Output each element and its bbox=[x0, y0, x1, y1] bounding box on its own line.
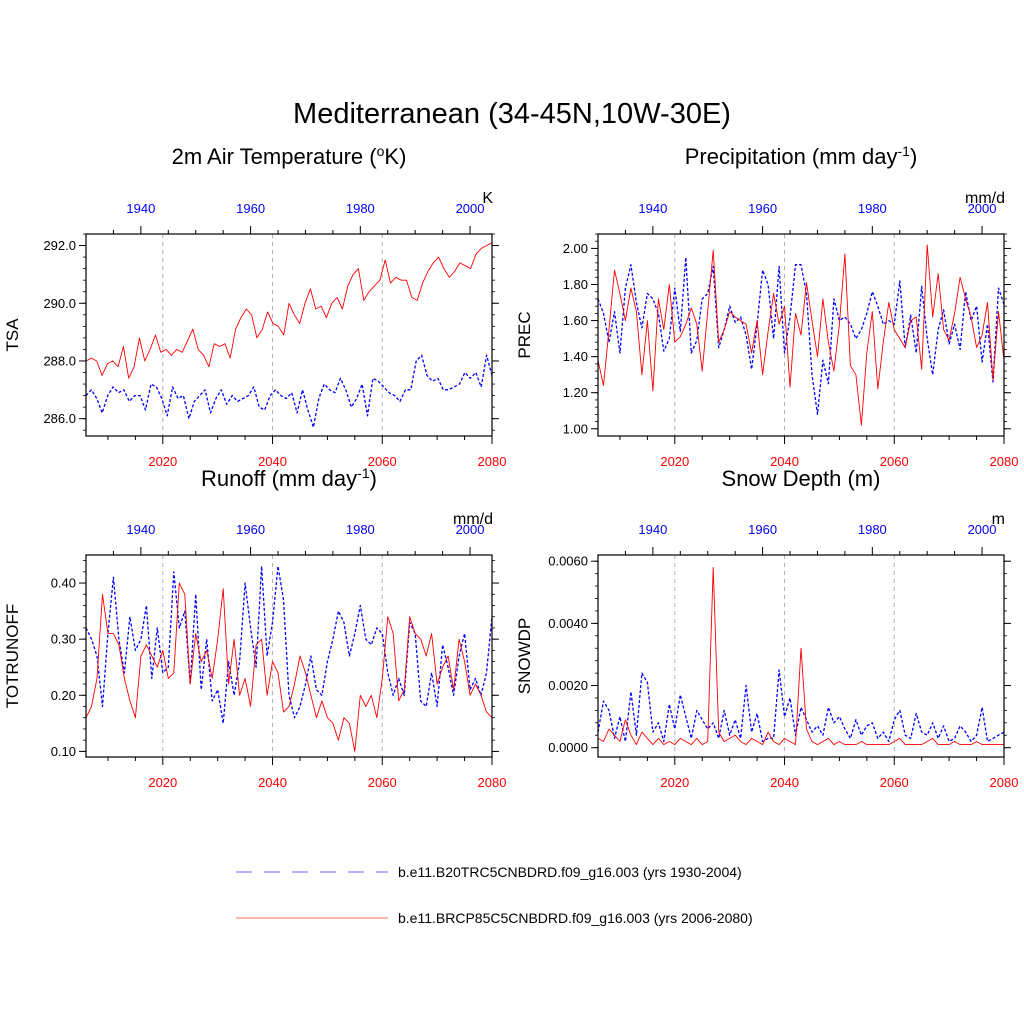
chart-runoff: Runoff (mm day-1) 0.10 0.20 0.30 0.40 TOTRUNO… bbox=[3, 465, 506, 790]
y-axis-label-snow-depth: SNOWDP bbox=[515, 618, 534, 695]
legend-entry-future: b.e11.BRCP85C5CNBDRD.f09_g16.003 (yrs 20… bbox=[230, 908, 930, 932]
x-tick-label-top-runoff: 1940 bbox=[126, 522, 155, 537]
y-tick-label-precipitation: 1.40 bbox=[563, 349, 588, 364]
x-tick-label-bottom-precipitation: 2040 bbox=[770, 454, 799, 469]
x-tick-label-top-precipitation: 1940 bbox=[638, 201, 667, 216]
y-tick-label-runoff: 0.40 bbox=[51, 576, 76, 591]
y-axis-label-temperature: TSA bbox=[3, 318, 22, 352]
units-label-temperature: K bbox=[482, 190, 493, 207]
legend-label-historical: b.e11.B20TRC5CNBDRD.f09_g16.003 (yrs 193… bbox=[398, 864, 742, 880]
x-tick-label-bottom-precipitation: 2020 bbox=[660, 454, 689, 469]
y-tick-label-runoff: 0.20 bbox=[51, 688, 76, 703]
legend-line-dashed-blue bbox=[236, 871, 388, 873]
x-tick-label-bottom-runoff: 2060 bbox=[368, 775, 397, 790]
x-tick-label-top-runoff: 1960 bbox=[236, 522, 265, 537]
x-tick-label-bottom-snow-depth: 2040 bbox=[770, 775, 799, 790]
chart-title-temperature: 2m Air Temperature (oK) bbox=[172, 143, 407, 169]
x-tick-label-top-snow-depth: 1940 bbox=[638, 522, 667, 537]
x-tick-label-top-precipitation: 1960 bbox=[748, 201, 777, 216]
x-tick-label-top-runoff: 1980 bbox=[346, 522, 375, 537]
x-tick-label-bottom-snow-depth: 2080 bbox=[990, 775, 1019, 790]
y-tick-label-temperature: 286.0 bbox=[43, 411, 76, 426]
x-tick-label-bottom-temperature: 2040 bbox=[258, 454, 287, 469]
y-tick-label-snow-depth: 0.0040 bbox=[548, 616, 588, 631]
x-tick-label-bottom-precipitation: 2060 bbox=[880, 454, 909, 469]
units-label-precipitation: mm/d bbox=[965, 190, 1005, 207]
figure-title: Mediterranean (34-45N,10W-30E) bbox=[293, 98, 731, 130]
y-tick-label-precipitation: 2.00 bbox=[563, 241, 588, 256]
x-tick-label-bottom-temperature: 2080 bbox=[478, 454, 507, 469]
legend: b.e11.B20TRC5CNBDRD.f09_g16.003 (yrs 193… bbox=[230, 858, 930, 938]
legend-label-future: b.e11.BRCP85C5CNBDRD.f09_g16.003 (yrs 20… bbox=[398, 910, 753, 926]
x-tick-label-bottom-temperature: 2020 bbox=[148, 454, 177, 469]
chart-snow-depth: Snow Depth (m) 0.0000 0.0020 0.0040 0.0060 SN… bbox=[515, 466, 1018, 790]
series-line-runoff-historical bbox=[85, 565, 493, 724]
x-tick-label-bottom-runoff: 2080 bbox=[478, 775, 507, 790]
units-label-runoff: mm/d bbox=[453, 511, 493, 528]
series-line-temperature-historical bbox=[85, 354, 493, 428]
y-axis-label-runoff: TOTRUNOFF bbox=[3, 604, 22, 709]
y-tick-label-snow-depth: 0.0060 bbox=[548, 554, 588, 569]
x-tick-label-top-runoff: 2000 bbox=[456, 522, 485, 537]
x-tick-label-top-temperature: 1980 bbox=[346, 201, 375, 216]
y-tick-label-snow-depth: 0.0000 bbox=[548, 740, 588, 755]
y-tick-label-precipitation: 1.20 bbox=[563, 385, 588, 400]
series-line-temperature-future bbox=[85, 242, 493, 379]
chart-title-snow-depth: Snow Depth (m) bbox=[722, 466, 881, 491]
y-tick-label-precipitation: 1.60 bbox=[563, 313, 588, 328]
series-line-precipitation-future bbox=[597, 244, 1005, 426]
x-tick-label-top-snow-depth: 1980 bbox=[858, 522, 887, 537]
y-tick-label-runoff: 0.10 bbox=[51, 744, 76, 759]
chart-precipitation: Precipitation (mm day-1) 1.00 1.20 1.40 1.60… bbox=[515, 143, 1018, 469]
series-line-snow-depth-historical bbox=[597, 669, 1005, 743]
plot-frame-snow-depth bbox=[597, 554, 1005, 758]
x-tick-label-top-snow-depth: 2000 bbox=[968, 522, 997, 537]
series-line-runoff-future bbox=[85, 582, 493, 752]
x-tick-label-top-temperature: 1940 bbox=[126, 201, 155, 216]
y-tick-label-runoff: 0.30 bbox=[51, 632, 76, 647]
x-tick-label-bottom-runoff: 2020 bbox=[148, 775, 177, 790]
series-line-snow-depth-future bbox=[597, 566, 1004, 746]
x-tick-label-top-temperature: 2000 bbox=[456, 201, 485, 216]
legend-entry-historical: b.e11.B20TRC5CNBDRD.f09_g16.003 (yrs 193… bbox=[230, 862, 930, 886]
x-tick-label-top-precipitation: 2000 bbox=[968, 201, 997, 216]
y-tick-label-precipitation: 1.00 bbox=[563, 421, 588, 436]
y-tick-label-temperature: 290.0 bbox=[43, 296, 76, 311]
y-tick-label-precipitation: 1.80 bbox=[563, 277, 588, 292]
x-tick-label-top-temperature: 1960 bbox=[236, 201, 265, 216]
x-tick-label-bottom-precipitation: 2080 bbox=[990, 454, 1019, 469]
plot-frame-runoff bbox=[85, 554, 493, 758]
chart-temperature: 2m Air Temperature (oK) 286.0 288.0 290.0 29… bbox=[3, 143, 506, 469]
units-label-snow-depth: m bbox=[992, 511, 1005, 528]
plot-frame-temperature bbox=[85, 233, 493, 437]
x-tick-label-top-precipitation: 1980 bbox=[858, 201, 887, 216]
chart-title-runoff: Runoff (mm day-1) bbox=[201, 465, 377, 491]
y-tick-label-temperature: 292.0 bbox=[43, 238, 76, 253]
legend-line-solid-red bbox=[236, 917, 388, 919]
y-tick-label-temperature: 288.0 bbox=[43, 353, 76, 368]
x-tick-label-top-snow-depth: 1960 bbox=[748, 522, 777, 537]
series-line-precipitation-historical bbox=[597, 256, 1005, 416]
x-tick-label-bottom-snow-depth: 2060 bbox=[880, 775, 909, 790]
y-axis-label-precipitation: PREC bbox=[515, 311, 534, 358]
chart-title-precipitation: Precipitation (mm day-1) bbox=[685, 143, 918, 169]
x-tick-label-bottom-temperature: 2060 bbox=[368, 454, 397, 469]
x-tick-label-bottom-snow-depth: 2020 bbox=[660, 775, 689, 790]
y-tick-label-snow-depth: 0.0020 bbox=[548, 678, 588, 693]
x-tick-label-bottom-runoff: 2040 bbox=[258, 775, 287, 790]
